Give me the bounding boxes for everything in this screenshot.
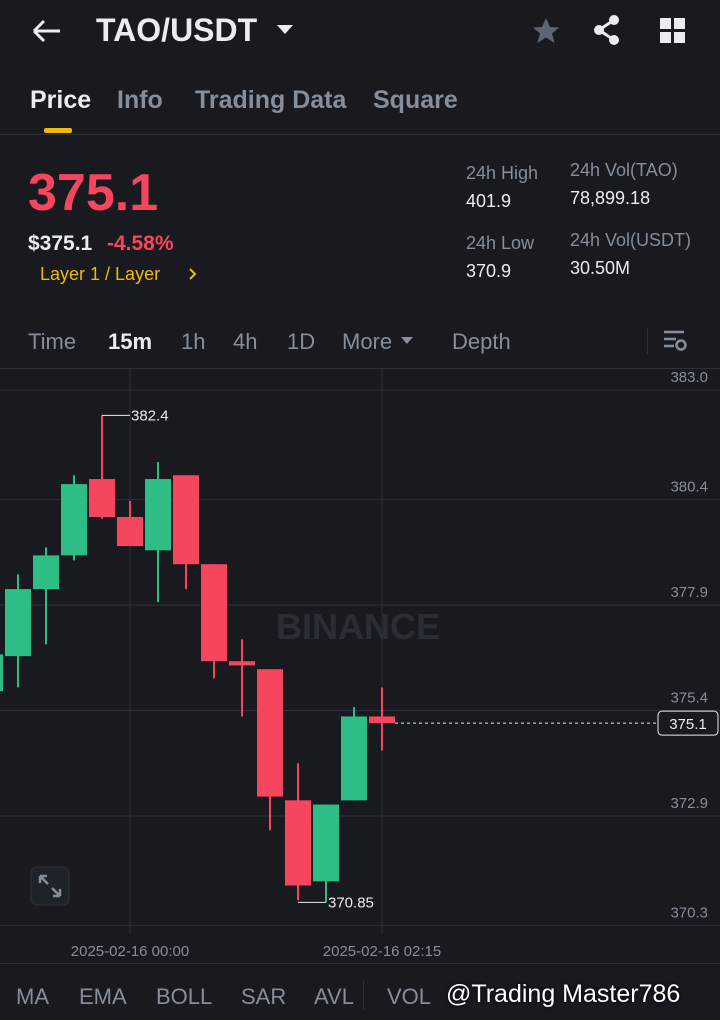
indicator[interactable]: MA (16, 984, 49, 1009)
back-button[interactable] (30, 16, 64, 46)
more-dropdown[interactable] (400, 336, 414, 346)
separator (363, 980, 364, 1010)
tag-chevron[interactable] (188, 267, 198, 281)
category-tag[interactable]: Layer 1 / Layer (40, 264, 161, 284)
last-price: 375.1 (28, 164, 159, 222)
candle-body (89, 479, 115, 517)
timeframe[interactable]: 15m (108, 329, 153, 354)
timeframe[interactable]: 4h (233, 329, 258, 354)
candle-body (173, 475, 199, 565)
stat-value: 30.50M (570, 258, 631, 278)
chart-settings[interactable] (662, 329, 688, 353)
candle-body (201, 564, 227, 662)
candle-body (285, 800, 311, 886)
favorite-button[interactable] (531, 16, 561, 46)
tab[interactable]: Info (117, 86, 163, 114)
candle-body (229, 661, 255, 666)
timeframe[interactable]: More (342, 329, 393, 354)
candle-body (369, 716, 395, 724)
candle-body (33, 555, 59, 590)
tab[interactable]: Price (30, 86, 92, 114)
stat-label: 24h High (466, 163, 539, 183)
indicator[interactable]: BOLL (156, 984, 213, 1009)
stat-value: 78,899.18 (570, 188, 651, 208)
watermark: @Trading Master786 (446, 980, 681, 1008)
x-tick-label: 2025-02-16 02:15 (323, 943, 441, 960)
timeframe[interactable]: Depth (452, 329, 511, 354)
candle-body (0, 654, 3, 692)
pair-dropdown[interactable] (276, 24, 294, 36)
high-annotation: 382.4 (131, 407, 169, 424)
y-tick-label: 375.4 (670, 690, 708, 707)
candle-body (61, 484, 87, 556)
indicator[interactable]: SAR (241, 984, 287, 1009)
price-change: -4.58% (107, 232, 174, 255)
chart-watermark: BINANCE (276, 606, 440, 647)
candlestick-chart: BINANCE 383.0 380.4 377.9 375.4 372.9 370.3 20… (0, 369, 720, 960)
divider (0, 368, 720, 369)
candle-body (341, 716, 367, 801)
active-tab-indicator (44, 128, 72, 133)
low-annotation: 370.85 (328, 894, 374, 911)
y-tick-label: 377.9 (670, 584, 708, 601)
indicator[interactable]: AVL (314, 984, 354, 1009)
separator (647, 328, 648, 354)
timeframe[interactable]: 1h (181, 329, 206, 354)
x-tick-label: 2025-02-16 00:00 (71, 943, 189, 960)
candle-body (313, 804, 339, 882)
timeframe[interactable]: 1D (287, 329, 316, 354)
timeframe[interactable]: Time (28, 329, 77, 354)
divider (0, 963, 720, 964)
candle-body (5, 589, 31, 657)
candle-body (117, 516, 143, 547)
stat-label: 24h Vol(TAO) (570, 160, 678, 180)
indicator[interactable]: EMA (79, 984, 127, 1009)
fullscreen-button[interactable] (30, 866, 70, 906)
y-tick-label: 372.9 (670, 795, 708, 812)
y-tick-label: 380.4 (670, 479, 708, 496)
y-tick-label: 383.0 (670, 369, 708, 386)
tab[interactable]: Trading Data (195, 86, 347, 114)
layout-button[interactable] (659, 17, 687, 45)
last-price-box (657, 710, 719, 736)
y-tick-label: 370.3 (670, 905, 708, 922)
stat-value: 401.9 (466, 191, 512, 211)
tab[interactable]: Square (373, 86, 458, 114)
last-price-label: 375.1 (669, 716, 707, 733)
indicator[interactable]: VOL (387, 984, 432, 1009)
usd-price: $375.1 (28, 232, 93, 255)
candle-body (145, 479, 171, 551)
stat-label: 24h Vol(USDT) (570, 230, 692, 250)
pair-title[interactable]: TAO/USDT (96, 12, 258, 48)
share-button[interactable] (592, 14, 622, 46)
candle-body (257, 669, 283, 797)
divider (0, 134, 720, 135)
stat-label: 24h Low (466, 233, 535, 253)
stat-value: 370.9 (466, 261, 512, 281)
